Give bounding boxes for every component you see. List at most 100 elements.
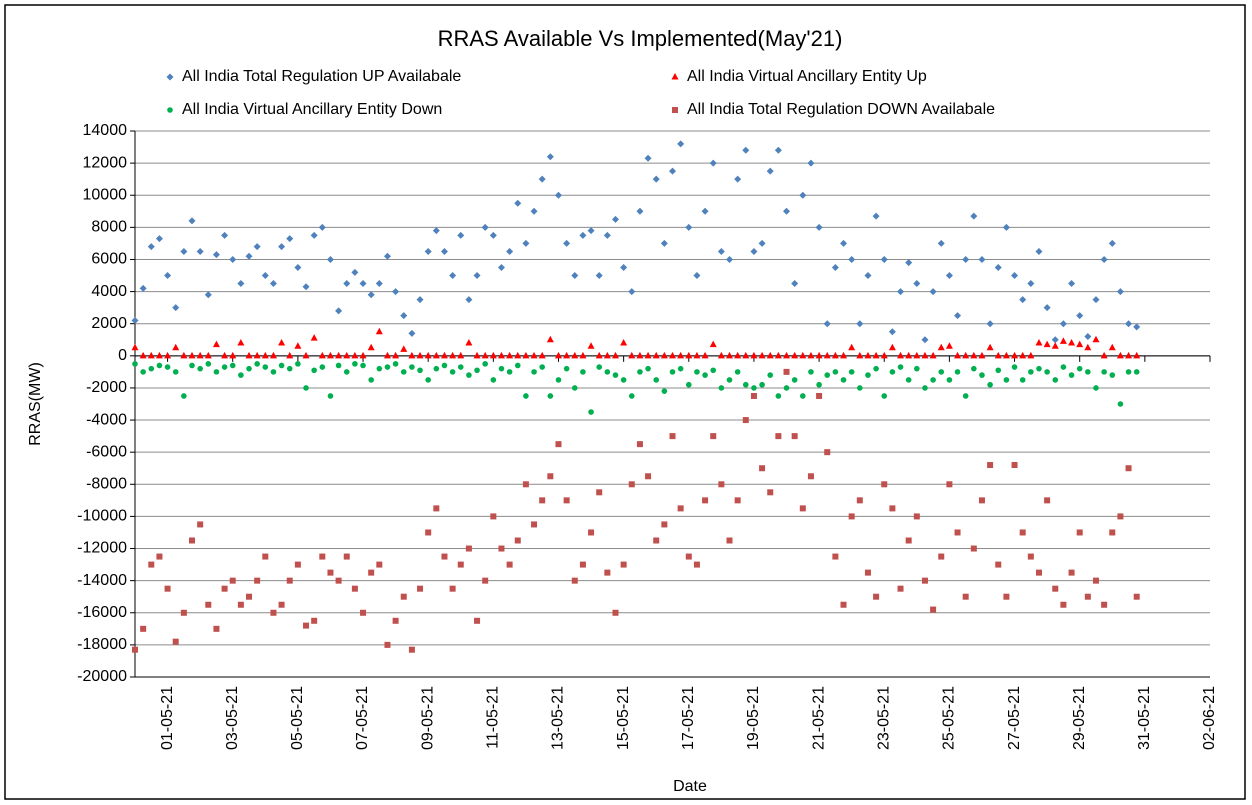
point	[930, 606, 937, 613]
point	[571, 385, 578, 391]
point	[155, 235, 163, 243]
point	[270, 609, 277, 616]
point	[922, 385, 928, 391]
point	[351, 351, 359, 359]
x-tick-label: 01-05-21	[159, 686, 176, 750]
legend-label: All India Virtual Ancillary Entity Down	[182, 101, 442, 118]
point	[506, 247, 514, 255]
point	[498, 545, 505, 552]
x-tick-label: 05-05-21	[289, 686, 306, 750]
point	[360, 609, 367, 616]
point	[864, 569, 871, 576]
point	[571, 577, 578, 584]
point	[1002, 223, 1010, 231]
point	[546, 153, 554, 161]
point	[506, 369, 513, 375]
x-tick-label: 03-05-21	[224, 686, 241, 750]
legend-marker	[166, 73, 174, 81]
point	[783, 351, 791, 359]
point	[603, 231, 611, 239]
point	[921, 336, 929, 344]
point	[563, 351, 571, 359]
point	[1125, 465, 1132, 472]
point	[359, 280, 367, 288]
point	[286, 365, 293, 372]
point	[302, 283, 310, 291]
point	[987, 462, 994, 469]
point	[1019, 377, 1026, 383]
point	[970, 351, 978, 359]
point	[824, 372, 831, 378]
point	[864, 272, 872, 280]
point	[531, 521, 538, 528]
point	[865, 372, 871, 378]
point	[921, 577, 928, 584]
point	[775, 393, 782, 399]
point	[669, 351, 676, 359]
point	[929, 288, 937, 296]
point	[1117, 401, 1124, 407]
point	[425, 529, 432, 536]
point	[742, 146, 750, 154]
point	[498, 365, 505, 372]
point	[514, 199, 522, 207]
point	[726, 377, 733, 383]
point	[474, 617, 481, 624]
point	[1002, 351, 1010, 359]
point	[905, 351, 913, 359]
point	[971, 365, 977, 372]
point	[490, 513, 497, 520]
point	[335, 307, 343, 315]
point	[994, 351, 1002, 359]
point	[767, 372, 774, 378]
point	[449, 369, 456, 375]
point	[661, 521, 668, 528]
point	[311, 617, 318, 624]
x-tick-label: 19-05-21	[745, 686, 762, 750]
point	[612, 609, 619, 616]
x-tick-label: 31-05-21	[1136, 686, 1153, 750]
point	[750, 351, 758, 359]
point	[392, 288, 400, 296]
point	[831, 264, 839, 271]
point	[245, 351, 253, 359]
point	[832, 553, 839, 560]
point	[832, 369, 839, 375]
y-tick-label: -4000	[86, 411, 127, 428]
point	[197, 521, 204, 528]
point	[938, 369, 945, 375]
point	[986, 320, 994, 328]
point	[489, 351, 497, 359]
point	[555, 377, 562, 383]
point	[848, 255, 856, 263]
point	[1027, 553, 1034, 560]
point	[497, 351, 505, 359]
point	[702, 372, 708, 378]
point	[132, 361, 138, 367]
point	[816, 381, 822, 388]
point	[823, 320, 831, 328]
point	[295, 361, 301, 367]
point	[164, 272, 172, 280]
point	[392, 361, 399, 367]
point	[872, 351, 880, 359]
point	[457, 231, 465, 239]
x-tick-label: 27-05-21	[1006, 686, 1023, 750]
point	[701, 351, 709, 359]
y-tick-label: 6000	[91, 251, 127, 268]
point	[1093, 385, 1099, 391]
point	[172, 638, 179, 645]
point	[514, 351, 522, 359]
point	[808, 369, 814, 375]
point	[881, 393, 888, 399]
point	[644, 154, 652, 162]
point	[726, 255, 734, 263]
point	[742, 351, 750, 359]
point	[750, 392, 757, 399]
point	[856, 351, 864, 359]
point	[408, 329, 416, 337]
point	[465, 296, 473, 304]
y-axis-label: RRAS(MW)	[27, 362, 44, 446]
point	[1003, 593, 1010, 600]
point	[1116, 351, 1124, 359]
